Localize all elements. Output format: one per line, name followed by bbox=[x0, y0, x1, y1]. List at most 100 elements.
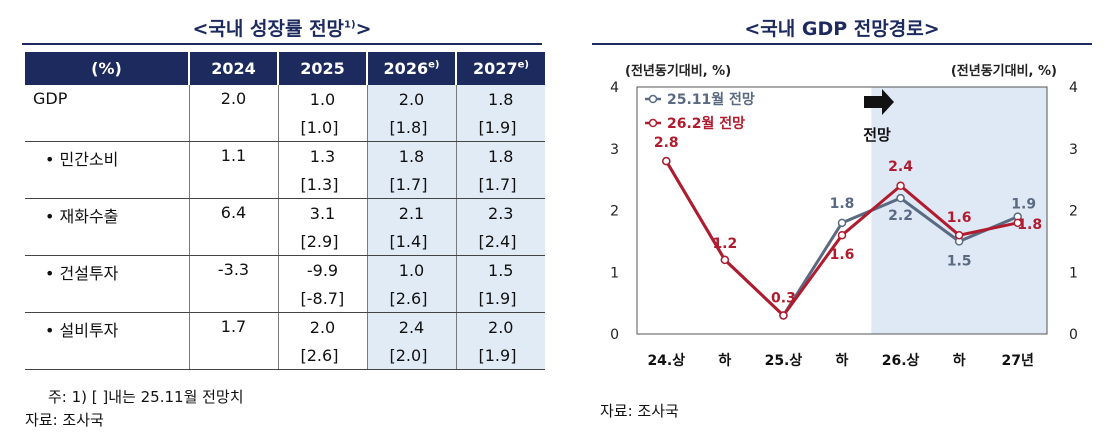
header-2027: 2027e) bbox=[456, 52, 545, 85]
cell-2026-previous: [2.6] bbox=[367, 284, 457, 313]
table-row: • 건설투자 -3.3 -9.9 1.0 1.5 bbox=[25, 255, 545, 313]
table-row: • 민간소비 1.1 1.3 1.8 1.8 bbox=[25, 141, 545, 199]
x-tick-label: 25.상 bbox=[765, 353, 803, 369]
cell-2025-previous: [2.9] bbox=[278, 227, 368, 256]
legend-marker-1 bbox=[648, 94, 658, 104]
y-tick-right: 4 bbox=[1069, 80, 1078, 96]
y-tick-left: 3 bbox=[610, 142, 619, 158]
cell-2025: 1.3 bbox=[278, 141, 368, 170]
forecast-arrow-icon bbox=[864, 89, 894, 115]
legend-label-2: 26.2월 전망 bbox=[667, 115, 745, 132]
cell-2024: 6.4 bbox=[189, 198, 279, 256]
cell-2026: 1.0 bbox=[367, 255, 457, 284]
chart-source: 자료: 조사국 bbox=[600, 402, 679, 420]
data-point-2 bbox=[837, 230, 847, 240]
y-tick-right: 3 bbox=[1069, 142, 1078, 158]
y-tick-left: 2 bbox=[610, 204, 619, 220]
row-label: • 민간소비 bbox=[25, 141, 190, 199]
cell-2027: 1.8 bbox=[456, 85, 545, 113]
cell-2025-previous: [2.6] bbox=[278, 341, 368, 370]
cell-2027: 2.0 bbox=[456, 312, 545, 341]
cell-2025: 3.1 bbox=[278, 198, 368, 227]
x-tick-label: 하 bbox=[836, 352, 849, 369]
row-label: GDP bbox=[25, 85, 190, 142]
chart-title-underline bbox=[592, 43, 1092, 45]
y-tick-left: 1 bbox=[610, 265, 619, 281]
table-source: 자료: 조사국 bbox=[25, 411, 104, 429]
row-label: • 재화수출 bbox=[25, 198, 190, 256]
table-row-previous: [2.9] [1.4] [2.4] bbox=[25, 227, 545, 256]
cell-2025-previous: [1.3] bbox=[278, 170, 368, 199]
cell-2024: 2.0 bbox=[189, 85, 279, 142]
table-header-row: (%) 2024 2025 2026e) 2027e) bbox=[25, 52, 545, 85]
legend-marker-2 bbox=[648, 118, 658, 128]
header-2024: 2024 bbox=[189, 52, 279, 85]
header-unit: (%) bbox=[25, 52, 190, 85]
gdp-path-chart: 0 0 1 1 2 2 3 3 4 4 (전년동기대비, %) (전년동기대비, %) 24.상 하 25.… bbox=[610, 63, 1078, 369]
data-label-2: 1.6 bbox=[947, 210, 972, 226]
data-point-2 bbox=[662, 156, 671, 166]
x-tick-label: 26.상 bbox=[882, 353, 920, 369]
table-title-underline bbox=[22, 43, 542, 45]
cell-2026: 2.1 bbox=[367, 198, 457, 227]
table-row-previous: [-8.7] [2.6] [1.9] bbox=[25, 284, 545, 313]
cell-2026: 1.8 bbox=[367, 141, 457, 170]
data-label-1: 1.9 bbox=[1011, 197, 1036, 213]
forecast-label: 전망 bbox=[863, 126, 891, 144]
cell-2026-previous: [1.4] bbox=[367, 227, 457, 256]
header-2025: 2025 bbox=[278, 52, 368, 85]
cell-2024: 1.1 bbox=[189, 141, 279, 199]
cell-2024: -3.3 bbox=[189, 255, 279, 313]
data-label-1: 1.8 bbox=[830, 196, 855, 212]
data-label-2: 1.8 bbox=[1017, 217, 1042, 233]
y-axis-label-left: (전년동기대비, %) bbox=[625, 63, 731, 79]
header-2026: 2026e) bbox=[367, 52, 457, 85]
table-row: GDP 2.0 1.0 2.0 1.8 bbox=[25, 85, 545, 142]
data-label-2: 0.3 bbox=[771, 290, 796, 306]
cell-2025: 1.0 bbox=[278, 85, 368, 113]
cell-2026-previous: [2.0] bbox=[367, 341, 457, 370]
table-row: • 설비투자 1.7 2.0 2.4 2.0 bbox=[25, 312, 545, 370]
forecast-shade bbox=[871, 87, 1047, 334]
chart-title: <국내 GDP 전망경로> bbox=[744, 18, 940, 40]
table-row-previous: [1.0] [1.8] [1.9] bbox=[25, 113, 545, 142]
x-tick-label: 27년 bbox=[1002, 353, 1034, 369]
data-label-2: 2.4 bbox=[888, 159, 913, 175]
data-label-1: 1.5 bbox=[947, 253, 972, 269]
y-tick-right: 2 bbox=[1069, 204, 1078, 220]
cell-2027-previous: [1.9] bbox=[456, 113, 545, 142]
cell-2027-previous: [2.4] bbox=[456, 227, 545, 256]
cell-2026: 2.4 bbox=[367, 312, 457, 341]
cell-2027-previous: [1.7] bbox=[456, 170, 545, 199]
data-point-1 bbox=[837, 218, 847, 228]
data-point-2 bbox=[720, 255, 730, 265]
growth-forecast-table: (%) 2024 2025 2026e) 2027e) GDP 2.0 1.0 2.0… bbox=[25, 52, 545, 370]
table-title: <국내 성장률 전망1)> bbox=[22, 14, 542, 41]
cell-2025-previous: [1.0] bbox=[278, 113, 368, 142]
table-title-end: > bbox=[355, 18, 372, 40]
cell-2027: 2.3 bbox=[456, 198, 545, 227]
cell-2026: 2.0 bbox=[367, 85, 457, 113]
plot-frame bbox=[636, 86, 1048, 335]
cell-2025: -9.9 bbox=[278, 255, 368, 284]
table-footnote: 주: 1) [ ]내는 25.11월 전망치 bbox=[48, 388, 244, 406]
table-row: • 재화수출 6.4 3.1 2.1 2.3 bbox=[25, 198, 545, 256]
data-label-2: 1.6 bbox=[830, 247, 855, 263]
data-label-2: 2.8 bbox=[654, 135, 679, 151]
cell-2024: 1.7 bbox=[189, 312, 279, 370]
data-point-2 bbox=[896, 181, 905, 191]
cell-2027-previous: [1.9] bbox=[456, 341, 545, 370]
legend-label-1: 25.11월 전망 bbox=[667, 91, 755, 108]
row-label: • 건설투자 bbox=[25, 255, 190, 313]
table-title-footnote-mark: 1) bbox=[344, 19, 356, 31]
y-tick-left: 4 bbox=[610, 80, 619, 96]
table-row-previous: [2.6] [2.0] [1.9] bbox=[25, 341, 545, 370]
data-label-1: 2.2 bbox=[888, 208, 913, 224]
data-label-2: 1.2 bbox=[712, 236, 737, 252]
y-tick-right: 0 bbox=[1069, 327, 1078, 343]
cell-2027-previous: [1.9] bbox=[456, 284, 545, 313]
x-tick-label: 24.상 bbox=[647, 353, 685, 369]
data-point-1 bbox=[896, 193, 905, 203]
y-tick-right: 1 bbox=[1069, 265, 1078, 281]
x-tick-label: 하 bbox=[718, 352, 731, 369]
